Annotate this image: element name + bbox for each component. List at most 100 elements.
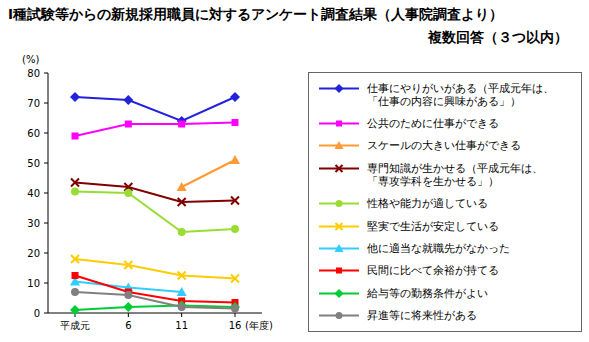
marker (178, 228, 186, 236)
marker (177, 182, 187, 191)
series-line (182, 160, 235, 187)
x-tick-label: 11 (175, 320, 188, 331)
y-tick (44, 103, 48, 104)
marker (125, 121, 132, 128)
legend-entry: 仕事にやりがいがある（平成元年は、「仕事の内容に興味がある」） (315, 82, 577, 108)
y-tick-label: 0 (34, 308, 40, 319)
x-tick-label: 16 (229, 320, 242, 331)
marker (178, 303, 186, 311)
marker (336, 223, 343, 230)
x-tick (181, 313, 182, 317)
marker (231, 225, 239, 233)
x-tick (128, 313, 129, 317)
marker (71, 188, 79, 196)
y-tick (44, 223, 48, 224)
marker (336, 121, 342, 127)
y-label: (%) (22, 54, 39, 65)
legend-entry: 他に適当な就職先がなかった (315, 242, 577, 255)
legend-key (315, 82, 367, 95)
legend-label: 他に適当な就職先がなかった (367, 242, 559, 255)
y-tick-label: 10 (27, 278, 40, 289)
marker (177, 287, 187, 296)
marker (124, 261, 132, 269)
legend: 仕事にやりがいがある（平成元年は、「仕事の内容に興味がある」） 公共のために仕事が… (308, 72, 582, 332)
y-tick (44, 133, 48, 134)
title: Ⅰ種試験等からの新規採用職員に対するアンケート調査結果（人事院調査より） (8, 6, 503, 22)
legend-entry: 昇進等に将来性がある (315, 309, 577, 322)
series-line (75, 192, 235, 233)
y-tick-label: 20 (27, 248, 40, 259)
legend-entry: 給与等の勤務条件がよい (315, 287, 577, 300)
y-tick-label: 40 (27, 188, 40, 199)
x-tick-label: 平成元 (60, 320, 90, 331)
legend-key (315, 287, 367, 300)
plot (70, 92, 240, 315)
subtitle: 複数回答（３つ以内） (427, 29, 568, 45)
legend-entry: 公共のために仕事ができる (315, 117, 577, 130)
marker (336, 200, 343, 207)
legend-entry: 専門知識が生かせる（平成元年は、「専攻学科を生かせる」） (315, 162, 577, 188)
legend-key (315, 117, 367, 130)
y-tick (44, 283, 48, 284)
marker (71, 255, 79, 263)
y-tick-label: 60 (27, 128, 40, 139)
x-axis (48, 313, 262, 314)
marker (71, 288, 79, 296)
legend-label: 昇進等に将来性がある (367, 309, 559, 322)
marker (124, 291, 132, 299)
y-tick (44, 193, 48, 194)
legend-entry: 堅実で生活が安定している (315, 220, 577, 233)
legend-key (315, 197, 367, 210)
legend-label: 堅実で生活が安定している (367, 220, 559, 233)
marker (231, 275, 239, 283)
marker (231, 305, 239, 313)
y-tick-label: 70 (27, 98, 40, 109)
legend-label: 専門知識が生かせる（平成元年は、「専攻学科を生かせる」） (367, 162, 559, 188)
marker (71, 179, 79, 187)
legend-key (315, 220, 367, 233)
x-label: (年度) (245, 320, 273, 331)
marker (177, 301, 187, 311)
marker (70, 305, 80, 315)
series-line (75, 276, 235, 303)
legend-label: 民間に比べて余裕が持てる (367, 264, 559, 277)
y-tick (44, 163, 48, 164)
marker (336, 165, 343, 172)
series-line (75, 292, 235, 309)
marker (335, 244, 344, 252)
marker (72, 272, 79, 279)
marker (230, 155, 240, 164)
y-tick-label: 80 (27, 68, 40, 79)
legend-key (315, 162, 367, 175)
marker (178, 198, 186, 206)
marker (70, 92, 80, 102)
legend-entry: 民間に比べて余裕が持てる (315, 264, 577, 277)
y-tick-label: 30 (27, 218, 40, 229)
legend-entry: スケールの大きい仕事ができる (315, 139, 577, 152)
marker (178, 121, 185, 128)
legend-label: 給与等の勤務条件がよい (367, 287, 559, 300)
y-tick (44, 313, 48, 314)
marker (123, 302, 133, 312)
marker (335, 141, 344, 149)
y-tick-label: 50 (27, 158, 40, 169)
legend-key (315, 309, 367, 322)
marker (336, 312, 343, 319)
legend-key (315, 242, 367, 255)
x-tick-label: 6 (125, 320, 131, 331)
y-tick (44, 253, 48, 254)
legend-label: 性格や能力が適している (367, 197, 559, 210)
legend-label: スケールの大きい仕事ができる (367, 139, 559, 152)
legend-key (315, 139, 367, 152)
marker (178, 272, 186, 280)
marker (72, 133, 79, 140)
marker (124, 189, 132, 197)
marker (336, 268, 342, 274)
legend-entry: 性格や能力が適している (315, 197, 577, 210)
y-tick (44, 73, 48, 74)
marker (231, 197, 239, 205)
series-line (75, 97, 235, 121)
marker (230, 92, 240, 102)
marker (232, 119, 239, 126)
marker (335, 289, 344, 298)
